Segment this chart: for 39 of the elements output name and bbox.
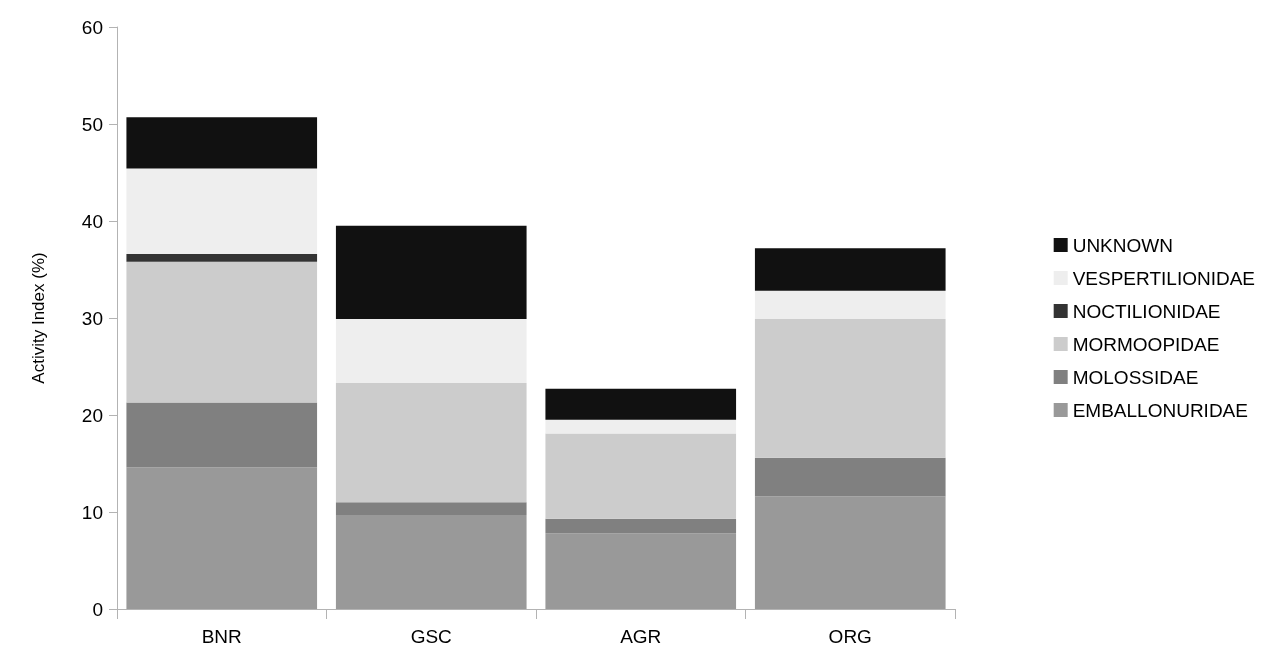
bar (126, 261, 318, 403)
y-tick-label: 10 (81, 501, 103, 523)
legend-label: UNKNOWN (1072, 234, 1173, 256)
legend-label: VESPERTILIONIDAE (1072, 267, 1256, 289)
bar (126, 253, 318, 262)
x-tick-label: AGR (620, 626, 662, 647)
bar (754, 290, 946, 319)
y-tick-label: 50 (81, 113, 103, 135)
bar (545, 419, 737, 434)
bar (126, 117, 318, 169)
legend-label: MORMOOPIDAE (1072, 333, 1220, 355)
bar (335, 225, 527, 319)
y-tick-label: 20 (81, 404, 103, 426)
y-tick-label: 60 (81, 16, 103, 38)
y-tick-label: 40 (81, 210, 103, 232)
legend-label: NOCTILIONIDAE (1072, 300, 1221, 322)
bar (754, 457, 946, 497)
y-tick-label: 30 (81, 307, 103, 329)
x-tick-label: GSC (410, 626, 452, 647)
bar (545, 433, 737, 519)
bar (335, 318, 527, 383)
x-tick-label: BNR (201, 626, 242, 647)
bar (126, 467, 318, 609)
bar (335, 514, 527, 609)
bar (335, 382, 527, 503)
bar (754, 248, 946, 291)
bar (126, 402, 318, 468)
bar (754, 318, 946, 458)
y-axis-title: Activity Index (%) (29, 252, 48, 384)
x-tick-label: ORG (828, 626, 872, 647)
bar (545, 518, 737, 534)
legend-label: MOLOSSIDAE (1072, 366, 1199, 388)
y-tick-label: 0 (92, 598, 103, 620)
bar (335, 502, 527, 515)
bar (126, 168, 318, 254)
bar (754, 496, 946, 609)
legend-label: EMBALLONURIDAE (1072, 399, 1248, 421)
bar (545, 533, 737, 609)
bar (545, 388, 737, 420)
